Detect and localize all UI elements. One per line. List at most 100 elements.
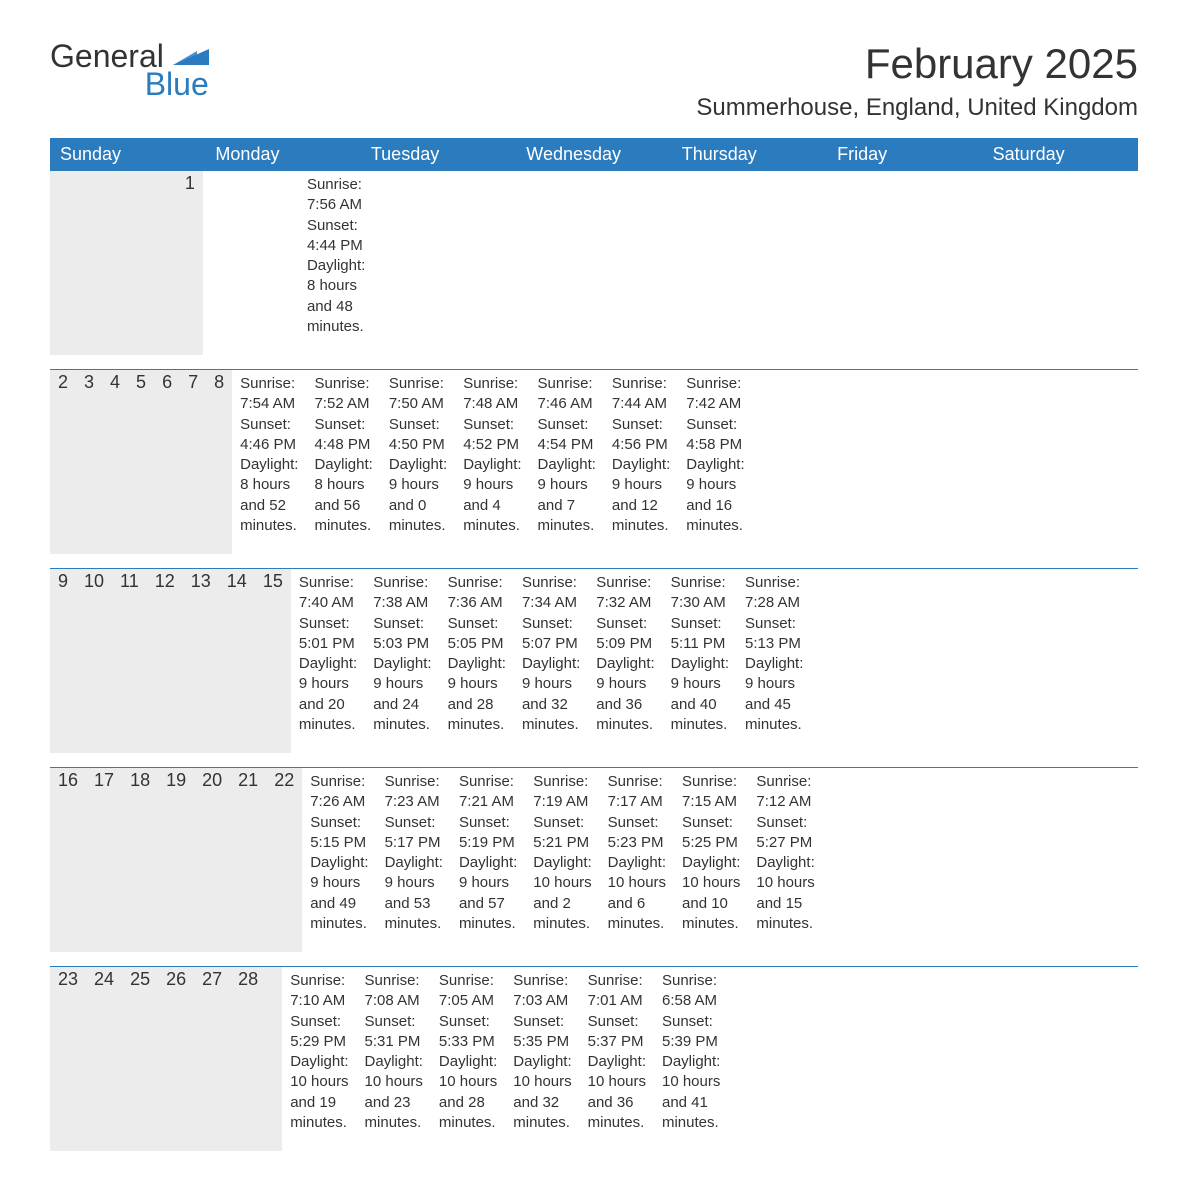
- calendar-week: 16171819202122Sunrise: 7:26 AMSunset: 5:…: [50, 767, 1138, 952]
- sunset-text: Sunset: 5:01 PM: [299, 614, 357, 655]
- calendar-week: 9101112131415Sunrise: 7:40 AMSunset: 5:0…: [50, 568, 1138, 753]
- daylight-text: Daylight: 9 hours and 12 minutes.: [612, 455, 670, 536]
- sunset-text: Sunset: 5:21 PM: [533, 813, 591, 854]
- day-cell: Sunrise: 7:48 AMSunset: 4:52 PMDaylight:…: [455, 370, 529, 554]
- sunrise-text: Sunrise: 7:34 AM: [522, 573, 580, 614]
- weekday-tuesday: Tuesday: [361, 138, 516, 171]
- sunset-text: Sunset: 4:44 PM: [307, 216, 365, 257]
- day-number: 4: [102, 370, 128, 554]
- day-number: 14: [219, 569, 255, 753]
- sunset-text: Sunset: 5:31 PM: [365, 1012, 423, 1053]
- sunrise-text: Sunrise: 7:36 AM: [448, 573, 506, 614]
- sunrise-text: Sunrise: 7:38 AM: [373, 573, 431, 614]
- calendar-week: 2345678Sunrise: 7:54 AMSunset: 4:46 PMDa…: [50, 369, 1138, 554]
- logo-flag-icon: [173, 41, 209, 65]
- calendar-week: 1Sunrise: 7:56 AMSunset: 4:44 PMDaylight…: [50, 171, 1138, 355]
- daylight-text: Daylight: 9 hours and 16 minutes.: [686, 455, 744, 536]
- day-cell: Sunrise: 7:30 AMSunset: 5:11 PMDaylight:…: [663, 569, 737, 753]
- day-number: 21: [230, 768, 266, 952]
- day-number: 6: [154, 370, 180, 554]
- sunrise-text: Sunrise: 7:17 AM: [608, 772, 666, 813]
- sunset-text: Sunset: 5:07 PM: [522, 614, 580, 655]
- day-number: 17: [86, 768, 122, 952]
- daylight-text: Daylight: 9 hours and 40 minutes.: [671, 654, 729, 735]
- day-cell: [251, 171, 267, 355]
- day-cell: [728, 967, 744, 1151]
- sunset-text: Sunset: 4:50 PM: [389, 415, 447, 456]
- daylight-text: Daylight: 9 hours and 53 minutes.: [385, 853, 443, 934]
- sunrise-text: Sunrise: 7:21 AM: [459, 772, 517, 813]
- sunset-text: Sunset: 4:56 PM: [612, 415, 670, 456]
- day-cell: Sunrise: 7:50 AMSunset: 4:50 PMDaylight:…: [381, 370, 455, 554]
- day-cell: Sunrise: 7:38 AMSunset: 5:03 PMDaylight:…: [365, 569, 439, 753]
- weekday-header: Sunday Monday Tuesday Wednesday Thursday…: [50, 138, 1138, 171]
- sunset-text: Sunset: 4:46 PM: [240, 415, 298, 456]
- day-cell: Sunrise: 7:44 AMSunset: 4:56 PMDaylight:…: [604, 370, 678, 554]
- day-number: 12: [147, 569, 183, 753]
- day-cell: Sunrise: 7:36 AMSunset: 5:05 PMDaylight:…: [440, 569, 514, 753]
- day-number: 13: [183, 569, 219, 753]
- sunrise-text: Sunrise: 7:15 AM: [682, 772, 740, 813]
- day-cell: Sunrise: 7:26 AMSunset: 5:15 PMDaylight:…: [302, 768, 376, 952]
- logo-text: General Blue: [50, 40, 209, 100]
- daylight-text: Daylight: 9 hours and 24 minutes.: [373, 654, 431, 735]
- daynum-row: 232425262728: [50, 967, 282, 1151]
- sunset-text: Sunset: 5:15 PM: [310, 813, 368, 854]
- day-cell: Sunrise: 7:40 AMSunset: 5:01 PMDaylight:…: [291, 569, 365, 753]
- daynum-row: 9101112131415: [50, 569, 291, 753]
- day-cell: [203, 171, 219, 355]
- day-cell: Sunrise: 7:19 AMSunset: 5:21 PMDaylight:…: [525, 768, 599, 952]
- day-cell: Sunrise: 7:42 AMSunset: 4:58 PMDaylight:…: [678, 370, 752, 554]
- day-number: [156, 171, 177, 355]
- day-cell: Sunrise: 7:17 AMSunset: 5:23 PMDaylight:…: [600, 768, 674, 952]
- sunrise-text: Sunrise: 7:23 AM: [385, 772, 443, 813]
- daylight-text: Daylight: 9 hours and 57 minutes.: [459, 853, 517, 934]
- sunset-text: Sunset: 4:58 PM: [686, 415, 744, 456]
- sunset-text: Sunset: 5:37 PM: [588, 1012, 646, 1053]
- day-number: 28: [230, 967, 266, 1151]
- day-number: 10: [76, 569, 112, 753]
- day-number: 11: [112, 569, 147, 753]
- content-row: Sunrise: 7:40 AMSunset: 5:01 PMDaylight:…: [291, 569, 812, 753]
- day-cell: Sunrise: 7:21 AMSunset: 5:19 PMDaylight:…: [451, 768, 525, 952]
- sunrise-text: Sunrise: 7:01 AM: [588, 971, 646, 1012]
- calendar-week: 232425262728Sunrise: 7:10 AMSunset: 5:29…: [50, 966, 1138, 1151]
- sunrise-text: Sunrise: 7:12 AM: [756, 772, 814, 813]
- day-number: 2: [50, 370, 76, 554]
- day-number: [266, 967, 282, 1151]
- day-number: 1: [177, 171, 203, 355]
- sunrise-text: Sunrise: 7:50 AM: [389, 374, 447, 415]
- sunset-text: Sunset: 4:48 PM: [314, 415, 372, 456]
- weekday-friday: Friday: [827, 138, 982, 171]
- logo: General Blue: [50, 40, 209, 100]
- day-number: 19: [158, 768, 194, 952]
- sunrise-text: Sunrise: 7:52 AM: [314, 374, 372, 415]
- day-number: 16: [50, 768, 86, 952]
- day-cell: [283, 171, 299, 355]
- page-header: General Blue February 2025 Summerhouse, …: [50, 40, 1138, 122]
- daylight-text: Daylight: 10 hours and 10 minutes.: [682, 853, 740, 934]
- day-number: 23: [50, 967, 86, 1151]
- weekday-wednesday: Wednesday: [516, 138, 671, 171]
- sunrise-text: Sunrise: 7:08 AM: [365, 971, 423, 1012]
- location: Summerhouse, England, United Kingdom: [696, 94, 1138, 122]
- day-cell: [235, 171, 251, 355]
- sunrise-text: Sunrise: 7:32 AM: [596, 573, 654, 614]
- day-cell: Sunrise: 7:03 AMSunset: 5:35 PMDaylight:…: [505, 967, 579, 1151]
- sunrise-text: Sunrise: 7:30 AM: [671, 573, 729, 614]
- day-number: 25: [122, 967, 158, 1151]
- day-number: 5: [128, 370, 154, 554]
- daylight-text: Daylight: 10 hours and 2 minutes.: [533, 853, 591, 934]
- daylight-text: Daylight: 10 hours and 32 minutes.: [513, 1052, 571, 1133]
- day-cell: [219, 171, 235, 355]
- sunset-text: Sunset: 5:23 PM: [608, 813, 666, 854]
- day-number: 20: [194, 768, 230, 952]
- daylight-text: Daylight: 10 hours and 15 minutes.: [756, 853, 814, 934]
- daylight-text: Daylight: 9 hours and 32 minutes.: [522, 654, 580, 735]
- sunrise-text: Sunrise: 7:28 AM: [745, 573, 803, 614]
- sunset-text: Sunset: 5:11 PM: [671, 614, 729, 655]
- day-number: 3: [76, 370, 102, 554]
- day-cell: Sunrise: 7:28 AMSunset: 5:13 PMDaylight:…: [737, 569, 811, 753]
- sunset-text: Sunset: 4:54 PM: [538, 415, 596, 456]
- day-number: 24: [86, 967, 122, 1151]
